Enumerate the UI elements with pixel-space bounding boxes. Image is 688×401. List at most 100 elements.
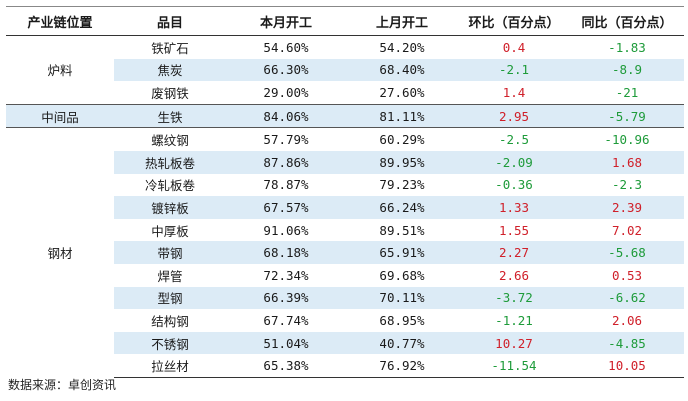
this-month-cell: 67.57% [226, 196, 346, 219]
chain-position-cell: 钢材 [6, 127, 114, 378]
yoy-cell: 0.53 [611, 267, 643, 283]
table-row: 废钢铁 29.00% 27.60% 1.4 -21 [6, 81, 684, 104]
mom-cell: 2.95 [458, 103, 570, 128]
mom-cell: 2.66 [498, 267, 530, 283]
table-body: 炉料 铁矿石 54.60% 54.20% 0.4 -1.83 焦炭 66.30% 68.40% -… [6, 36, 684, 378]
table-row: 冷轧板卷 78.87% 79.23% -0.36 -2.3 [6, 174, 684, 197]
last-month-cell: 68.40% [346, 58, 458, 82]
table-row: 钢材 螺纹钢 57.79% 60.29% -2.5 -10.96 [6, 127, 684, 378]
last-month-cell: 79.23% [379, 177, 425, 193]
mom-cell: 1.4 [502, 84, 526, 100]
yoy-cell: 7.02 [611, 222, 643, 238]
yoy-cell: -1.83 [608, 39, 646, 55]
header-item: 品目 [114, 6, 226, 36]
table-row: 不锈钢 51.04% 40.77% 10.27 -4.85 [6, 331, 684, 355]
item-cell: 不锈钢 [114, 331, 226, 355]
this-month-cell: 68.18% [226, 241, 346, 264]
item-cell: 结构钢 [151, 313, 189, 329]
operating-rate-table: 产业链位置 品目 本月开工 上月开工 环比（百分点） 同比（百分点） 炉料 铁矿石… [6, 6, 684, 378]
this-month-cell: 29.00% [263, 84, 309, 100]
yoy-cell: 2.06 [611, 312, 643, 328]
item-cell: 拉丝材 [114, 354, 226, 378]
item-cell: 焊管 [157, 268, 183, 284]
last-month-cell: 27.60% [379, 84, 425, 100]
this-month-cell: 84.06% [226, 103, 346, 128]
yoy-cell: -5.68 [570, 241, 684, 264]
item-cell: 中厚板 [151, 223, 189, 239]
mom-cell: -1.21 [495, 312, 533, 328]
item-cell: 带钢 [114, 241, 226, 264]
yoy-cell: -6.62 [570, 286, 684, 310]
this-month-cell: 66.39% [226, 286, 346, 310]
header-mom: 环比（百分点） [458, 6, 570, 36]
item-cell: 铁矿石 [151, 40, 189, 56]
yoy-cell: -21 [615, 84, 639, 100]
mom-cell: -3.72 [458, 286, 570, 310]
last-month-cell: 40.77% [346, 331, 458, 355]
data-table-container: 产业链位置 品目 本月开工 上月开工 环比（百分点） 同比（百分点） 炉料 铁矿石… [6, 6, 684, 378]
table-row: 炉料 铁矿石 54.60% 54.20% 0.4 -1.83 [6, 36, 684, 79]
mom-cell: -2.1 [458, 58, 570, 82]
this-month-cell: 67.74% [263, 312, 309, 328]
table-row: 热轧板卷 87.86% 89.95% -2.09 1.68 [6, 150, 684, 174]
item-cell: 镀锌板 [114, 196, 226, 219]
this-month-cell: 65.38% [226, 354, 346, 378]
item-cell: 热轧板卷 [114, 150, 226, 174]
this-month-cell: 57.79% [226, 127, 346, 151]
this-month-cell: 54.60% [263, 39, 309, 55]
last-month-cell: 70.11% [346, 286, 458, 310]
mom-cell: -2.09 [458, 150, 570, 174]
item-cell: 型钢 [114, 286, 226, 310]
mom-cell: 1.55 [498, 222, 530, 238]
header-this-month: 本月开工 [226, 6, 346, 36]
this-month-cell: 72.34% [263, 267, 309, 283]
last-month-cell: 81.11% [346, 103, 458, 128]
item-cell: 生铁 [114, 103, 226, 128]
table-row: 拉丝材 65.38% 76.92% -11.54 10.05 [6, 354, 684, 378]
mom-cell: 0.4 [502, 39, 526, 55]
source-note: 数据来源：卓创资讯 [8, 378, 117, 392]
yoy-cell: 1.68 [570, 150, 684, 174]
yoy-cell: 2.39 [570, 196, 684, 219]
yoy-cell: 10.05 [570, 354, 684, 378]
this-month-cell: 78.87% [263, 177, 309, 193]
header-chain-position: 产业链位置 [6, 6, 114, 36]
header-last-month: 上月开工 [346, 6, 458, 36]
table-row: 中厚板 91.06% 89.51% 1.55 7.02 [6, 219, 684, 242]
this-month-cell: 87.86% [226, 150, 346, 174]
table-header: 产业链位置 品目 本月开工 上月开工 环比（百分点） 同比（百分点） [6, 6, 684, 36]
mom-cell: -2.5 [458, 127, 570, 151]
table-row: 中间品 生铁 84.06% 81.11% 2.95 -5.79 [6, 103, 684, 128]
this-month-cell: 91.06% [263, 222, 309, 238]
mom-cell: 10.27 [458, 331, 570, 355]
this-month-cell: 66.30% [226, 58, 346, 82]
last-month-cell: 54.20% [379, 39, 425, 55]
last-month-cell: 68.95% [379, 312, 425, 328]
mom-cell: 2.27 [458, 241, 570, 264]
last-month-cell: 65.91% [346, 241, 458, 264]
last-month-cell: 89.95% [346, 150, 458, 174]
table-row: 焦炭 66.30% 68.40% -2.1 -8.9 [6, 58, 684, 82]
item-cell: 焦炭 [114, 58, 226, 82]
chain-position-cell: 炉料 [47, 63, 73, 79]
table-row: 结构钢 67.74% 68.95% -1.21 2.06 [6, 309, 684, 332]
table-row: 焊管 72.34% 69.68% 2.66 0.53 [6, 264, 684, 287]
chain-position-cell: 中间品 [6, 103, 114, 128]
mom-cell: 1.33 [458, 196, 570, 219]
mom-cell: -0.36 [495, 177, 533, 193]
table-row: 型钢 66.39% 70.11% -3.72 -6.62 [6, 286, 684, 310]
last-month-cell: 66.24% [346, 196, 458, 219]
item-cell: 废钢铁 [151, 85, 189, 101]
header-row: 产业链位置 品目 本月开工 上月开工 环比（百分点） 同比（百分点） [6, 6, 684, 36]
yoy-cell: -4.85 [570, 331, 684, 355]
last-month-cell: 69.68% [379, 267, 425, 283]
mom-cell: -11.54 [458, 354, 570, 378]
item-cell: 冷轧板卷 [144, 178, 195, 194]
header-yoy: 同比（百分点） [570, 6, 684, 36]
table-row: 镀锌板 67.57% 66.24% 1.33 2.39 [6, 196, 684, 219]
this-month-cell: 51.04% [226, 331, 346, 355]
yoy-cell: -10.96 [570, 127, 684, 151]
item-cell: 螺纹钢 [114, 127, 226, 151]
table-row: 带钢 68.18% 65.91% 2.27 -5.68 [6, 241, 684, 264]
last-month-cell: 60.29% [346, 127, 458, 151]
